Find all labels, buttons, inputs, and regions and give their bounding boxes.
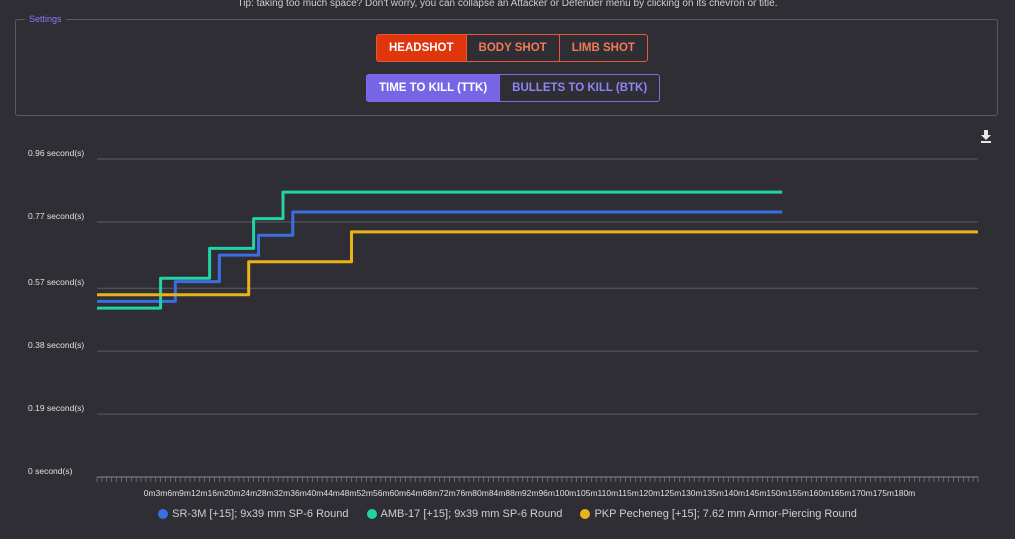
x-tick-label: 130m xyxy=(681,488,702,498)
x-axis xyxy=(96,477,979,482)
y-tick-label: 0.38 second(s) xyxy=(28,340,84,350)
x-tick-label: 48m xyxy=(340,488,357,498)
legend-label-amb17: AMB-17 [+15]; 9x39 mm SP-6 Round xyxy=(380,508,563,520)
x-tick-label: 125m xyxy=(660,488,681,498)
y-tick-label: 0.57 second(s) xyxy=(28,277,84,287)
limb-shot-button[interactable]: LIMB SHOT xyxy=(558,34,648,62)
legend-label-sr3m: SR-3M [+15]; 9x39 mm SP-6 Round xyxy=(172,508,349,520)
chart-legend: SR-3M [+15]; 9x39 mm SP-6 Round AMB-17 [… xyxy=(0,508,1015,520)
bullets-to-kill-button[interactable]: BULLETS TO KILL (BTK) xyxy=(499,74,661,102)
x-tick-label: 60m xyxy=(390,488,407,498)
y-tick-label: 0 second(s) xyxy=(28,466,73,476)
x-axis-labels: 0m3m6m9m12m16m20m24m28m32m36m40m44m48m52… xyxy=(144,488,916,498)
x-tick-label: 76m xyxy=(456,488,473,498)
y-tick-label: 0.77 second(s) xyxy=(28,211,84,221)
x-tick-label: 56m xyxy=(373,488,390,498)
x-tick-label: 16m xyxy=(208,488,225,498)
chart-grid xyxy=(97,158,978,478)
x-tick-label: 28m xyxy=(257,488,274,498)
x-tick-label: 135m xyxy=(703,488,724,498)
headshot-button[interactable]: HEADSHOT xyxy=(376,34,467,62)
x-tick-label: 105m xyxy=(576,488,597,498)
legend-label-pkp: PKP Pecheneg [+15]; 7.62 mm Armor-Pierci… xyxy=(594,508,857,520)
x-tick-label: 92m xyxy=(522,488,539,498)
x-tick-labels: 0m3m6m9m12m16m20m24m28m32m36m40m44m48m52… xyxy=(144,488,916,498)
x-tick-label: 80m xyxy=(472,488,489,498)
x-tick-label: 115m xyxy=(618,488,639,498)
y-tick-label: 0.96 second(s) xyxy=(28,148,84,158)
series-line-2 xyxy=(97,230,978,297)
x-tick-label: 88m xyxy=(505,488,522,498)
x-tick-label: 6m xyxy=(167,488,179,498)
x-tick-label: 110m xyxy=(598,488,619,498)
legend-item-sr3m[interactable]: SR-3M [+15]; 9x39 mm SP-6 Round xyxy=(158,508,349,520)
legend-item-amb17[interactable]: AMB-17 [+15]; 9x39 mm SP-6 Round xyxy=(366,508,563,520)
download-icon[interactable] xyxy=(979,128,993,144)
x-tick-label: 170m xyxy=(851,488,872,498)
chart-series xyxy=(97,190,978,310)
metric-mode-group: TIME TO KILL (TTK) BULLETS TO KILL (BTK) xyxy=(366,74,661,102)
x-tick-label: 180m xyxy=(894,488,915,498)
series-line-0 xyxy=(97,210,783,303)
x-tick-label: 64m xyxy=(406,488,423,498)
x-tick-label: 3m xyxy=(156,488,168,498)
x-tick-label: 175m xyxy=(873,488,894,498)
y-axis-labels: 0 second(s) 0.19 second(s) 0.38 second(s) 0… xyxy=(28,148,84,476)
tip-text: Tip: taking too much space? Don't worry,… xyxy=(237,0,778,9)
x-tick-label: 9m xyxy=(179,488,191,498)
legend-item-pkp[interactable]: PKP Pecheneg [+15]; 7.62 mm Armor-Pierci… xyxy=(580,508,857,520)
series-line-1 xyxy=(97,190,783,310)
x-tick-label: 68m xyxy=(423,488,440,498)
time-to-kill-button[interactable]: TIME TO KILL (TTK) xyxy=(366,74,501,102)
x-tick-label: 52m xyxy=(356,488,373,498)
x-tick-label: 96m xyxy=(538,488,555,498)
x-tick-label: 160m xyxy=(809,488,830,498)
legend-dot-sr3m xyxy=(158,509,169,519)
x-tick-label: 120m xyxy=(639,488,660,498)
x-tick-label: 24m xyxy=(241,488,258,498)
x-tick-label: 72m xyxy=(439,488,456,498)
x-tick-label: 40m xyxy=(307,488,324,498)
legend-dot-amb17 xyxy=(366,509,377,519)
y-tick-label: 0.19 second(s) xyxy=(28,403,84,413)
settings-legend: Settings xyxy=(25,13,66,25)
x-tick-label: 145m xyxy=(745,488,766,498)
x-tick-label: 165m xyxy=(830,488,851,498)
x-tick-label: 155m xyxy=(788,488,809,498)
settings-panel: Settings HEADSHOT BODY SHOT LIMB SHOT TI… xyxy=(15,13,998,116)
x-tick-label: 100m xyxy=(555,488,576,498)
x-tick-label: 0m xyxy=(144,488,156,498)
x-tick-label: 36m xyxy=(290,488,307,498)
x-tick-label: 20m xyxy=(224,488,241,498)
x-tick-label: 44m xyxy=(323,488,340,498)
x-tick-label: 12m xyxy=(191,488,208,498)
shot-type-group: HEADSHOT BODY SHOT LIMB SHOT xyxy=(376,34,648,62)
x-tick-label: 140m xyxy=(724,488,745,498)
x-tick-label: 32m xyxy=(274,488,291,498)
x-tick-label: 150m xyxy=(766,488,787,498)
legend-dot-pkp xyxy=(580,509,591,519)
x-tick-label: 84m xyxy=(489,488,506,498)
